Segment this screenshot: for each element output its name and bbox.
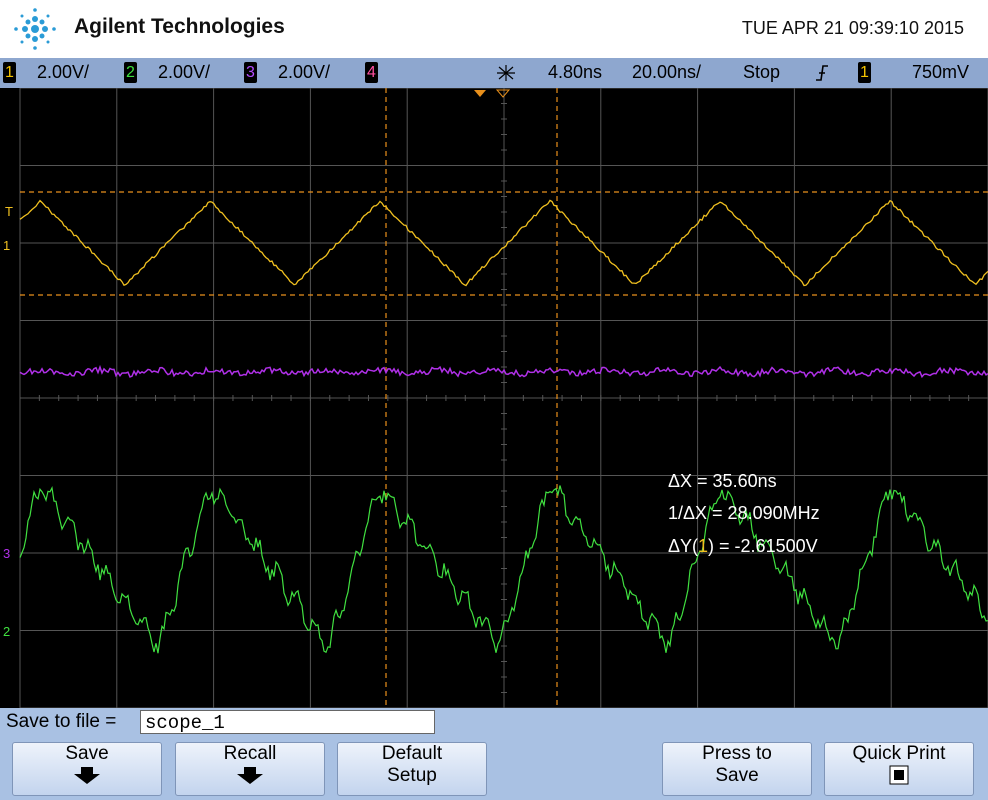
channel-badge[interactable]: 1 xyxy=(3,62,16,83)
channel-scale: 2.00V/ xyxy=(158,62,211,82)
acquire-icon xyxy=(497,65,515,81)
timebase: 20.00ns/ xyxy=(632,62,702,82)
trigger-edge xyxy=(816,65,828,81)
quick-print-button[interactable]: Quick Print xyxy=(824,742,974,796)
file-label: Save to file = xyxy=(6,711,117,732)
print-icon xyxy=(889,765,909,785)
channel-badge[interactable]: 2 xyxy=(124,62,137,83)
arrow xyxy=(237,767,263,784)
ch1-trace xyxy=(19,199,988,287)
button-label: Default Setup xyxy=(381,743,443,786)
logo xyxy=(14,8,56,50)
channel-scale: 2.00V/ xyxy=(37,62,90,82)
recall-button[interactable]: Recall xyxy=(175,742,325,796)
dy-suffix: ) = -2.61500V xyxy=(708,536,818,556)
button-label: Press to Save xyxy=(702,743,772,786)
measurement-dx: ΔX = 35.60ns xyxy=(668,471,777,491)
channel-scale: 2.00V/ xyxy=(278,62,331,82)
dy-prefix: ΔY( xyxy=(668,536,698,556)
ch1-marker: 1 xyxy=(3,238,10,253)
ch2-trace xyxy=(19,485,988,654)
cursors xyxy=(20,88,988,708)
trigger-marker xyxy=(495,89,511,98)
brand: Agilent Technologies xyxy=(74,15,285,38)
waveform-screen: T 1 3 2 ΔX = 35.60ns 1/ΔX = 28.090MHz ΔY… xyxy=(0,88,988,708)
status-bar: 1 2.00V/ 2 2.00V/ 3 2.00V/ 4 4.80ns 20.0… xyxy=(0,58,988,88)
default-setup-button[interactable]: Default Setup xyxy=(337,742,487,796)
button-label: Recall xyxy=(223,743,277,764)
trigger-marker-label: T xyxy=(5,204,13,219)
button-label: Save xyxy=(65,743,109,764)
datetime: TUE APR 21 09:39:10 2015 xyxy=(741,18,964,38)
file-name-input[interactable]: scope_1 xyxy=(140,710,435,734)
delay: 4.80ns xyxy=(548,62,603,82)
measurement-inv-dx: 1/ΔX = 28.090MHz xyxy=(668,503,820,523)
trigger-source[interactable]: 1 xyxy=(858,62,871,83)
trigger-level: 750mV xyxy=(912,62,970,82)
dy-source: 1 xyxy=(698,536,708,556)
ch3-marker: 3 xyxy=(3,546,10,561)
ch3-trace xyxy=(19,364,988,379)
save-button[interactable]: Save xyxy=(12,742,162,796)
press-to-save-button[interactable]: Press to Save xyxy=(662,742,812,796)
delay-marker xyxy=(474,90,486,97)
channel-badge[interactable]: 4 xyxy=(365,62,378,83)
ch2-marker: 2 xyxy=(3,624,10,639)
channel-badge[interactable]: 3 xyxy=(244,62,257,83)
measurement-dy: ΔY(1) = -2.61500V xyxy=(668,536,818,556)
header: Agilent Technologies TUE APR 21 09:39:10… xyxy=(0,0,988,58)
arrow xyxy=(74,767,100,784)
run-state: Stop xyxy=(743,62,781,82)
button-label: Quick Print xyxy=(852,743,946,764)
graticule xyxy=(19,88,988,708)
softkey-bar: Save to file = scope_1 Save Recall Defau… xyxy=(0,708,988,800)
